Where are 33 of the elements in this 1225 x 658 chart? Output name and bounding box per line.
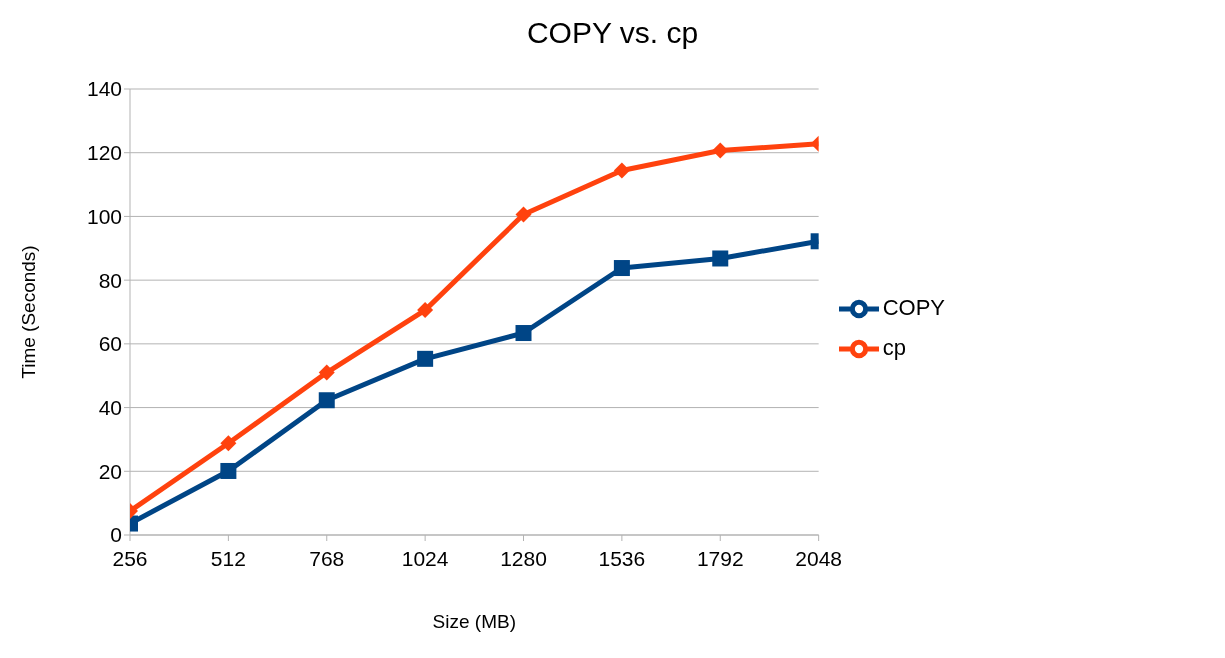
- point: [318, 364, 335, 381]
- x-tick-label: 512: [210, 546, 246, 570]
- point: [417, 350, 434, 367]
- legend-label: COPY: [882, 294, 945, 320]
- point: [220, 435, 237, 452]
- point: [712, 142, 729, 159]
- x-tick-label: 256: [112, 546, 148, 570]
- x-tick-label: 768: [309, 546, 345, 570]
- x-tick-label: 2048: [795, 546, 842, 570]
- point: [515, 206, 532, 223]
- x-tick-label: 1280: [500, 546, 547, 570]
- point: [417, 302, 434, 319]
- y-tick-label: 120: [86, 141, 122, 165]
- point: [220, 462, 237, 479]
- x-tick-label: 1792: [696, 546, 744, 570]
- y-tick-label: 20: [98, 459, 122, 483]
- y-tick-label: 80: [98, 268, 122, 292]
- y-tick-label: 60: [98, 332, 122, 356]
- y-tick-label: 0: [110, 523, 122, 547]
- y-axis-title: Time (Seconds): [17, 245, 39, 379]
- point: [613, 162, 630, 179]
- y-tick-label: 100: [86, 204, 122, 228]
- point: [515, 325, 532, 342]
- y-tick-label: 40: [98, 396, 122, 420]
- point: [318, 392, 335, 409]
- y-tick-label: 140: [86, 77, 122, 101]
- legend-label: cp: [882, 334, 906, 360]
- point: [613, 260, 630, 277]
- point: [712, 250, 729, 267]
- x-tick-label: 1024: [401, 546, 449, 570]
- chart-title: COPY vs. cp: [525, 16, 700, 50]
- x-axis-title: Size (MB): [432, 611, 517, 632]
- x-tick-label: 1536: [598, 546, 646, 570]
